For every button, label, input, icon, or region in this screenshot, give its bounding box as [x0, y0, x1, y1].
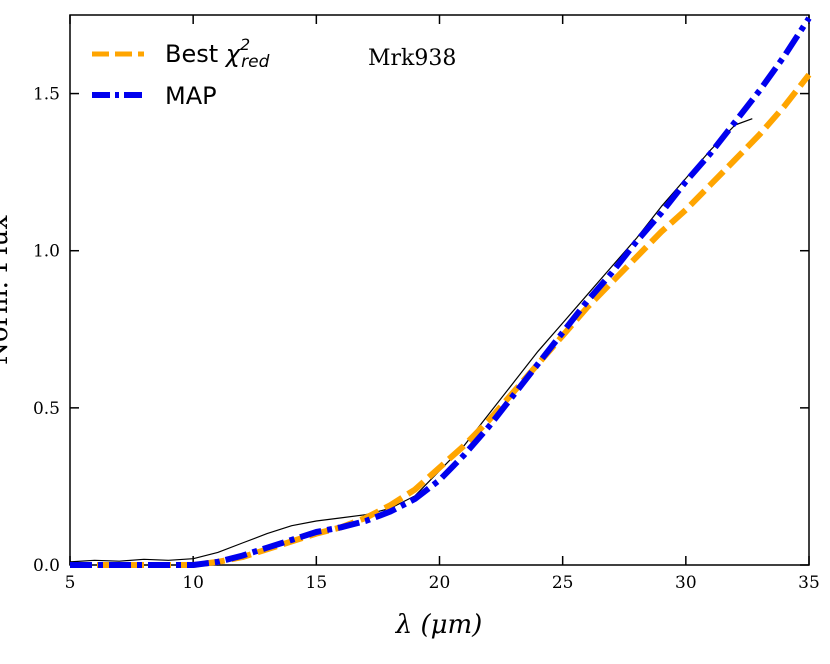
x-tick-label: 10	[182, 573, 204, 593]
series-line-map	[70, 16, 812, 568]
legend-best-chi: χ	[224, 40, 241, 68]
legend-best-sup: 2	[240, 35, 250, 54]
plot-area	[69, 14, 810, 566]
chart-annotation: Mrk938	[368, 46, 456, 71]
y-tick-label: 0.0	[33, 556, 60, 576]
x-tick-label: 5	[65, 573, 76, 593]
x-tick-label: 15	[306, 573, 328, 593]
x-tick-label: 20	[429, 573, 451, 593]
y-tick-label: 1.5	[33, 85, 60, 105]
ticks: 5 10 15 20 25 30 35 0.0 0.5 1.0 1.5	[33, 15, 820, 593]
series-layer	[69, 16, 812, 568]
y-axis-label: Norm. Flux	[0, 215, 14, 365]
legend-map-label: MAP	[165, 82, 217, 110]
legend-best-sub: red	[241, 52, 269, 72]
x-tick-label: 30	[675, 573, 697, 593]
x-tick-label: 25	[552, 573, 574, 593]
x-axis-label: λ (μm)	[395, 610, 483, 640]
x-tick-label: 35	[798, 573, 820, 593]
y-tick-label: 1.0	[33, 242, 60, 262]
legend-best-label: Best χ2 red	[165, 35, 270, 72]
legend-best-main: Best	[165, 40, 226, 68]
legend: Best χ2 red MAP	[92, 35, 270, 110]
y-tick-label: 0.5	[33, 399, 60, 419]
